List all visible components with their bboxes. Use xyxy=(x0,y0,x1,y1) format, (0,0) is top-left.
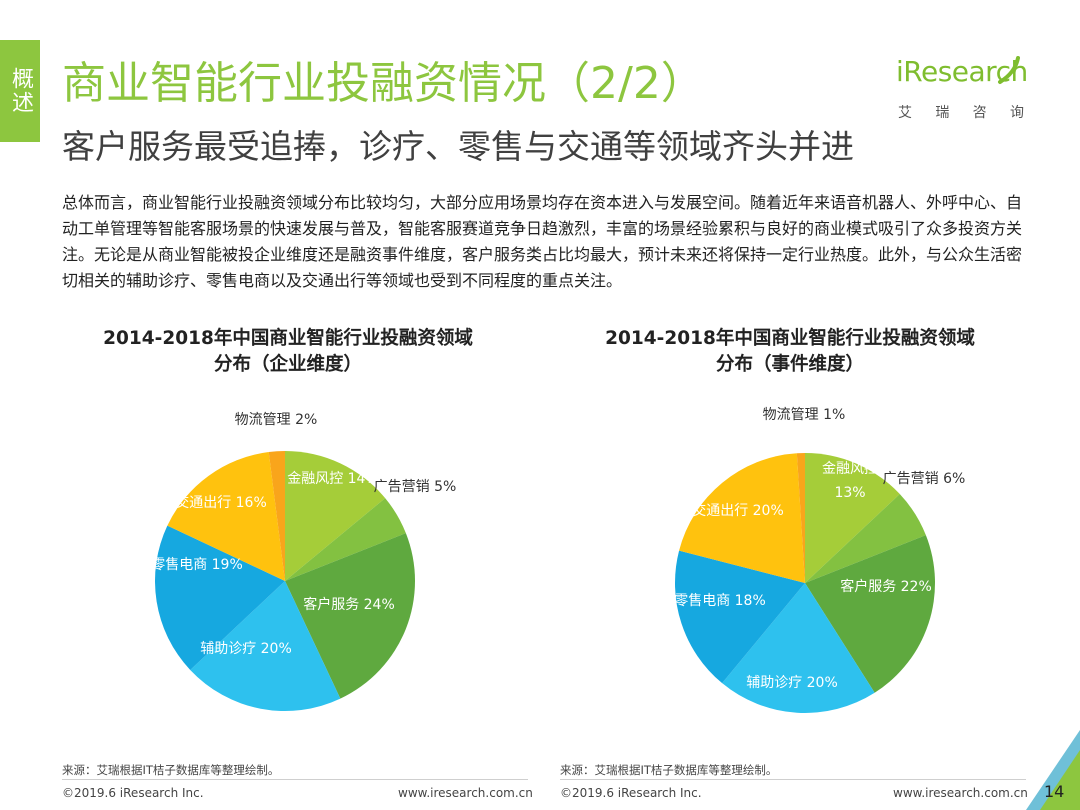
logo-char: 询 xyxy=(1009,105,1024,121)
pie-slice xyxy=(190,581,341,712)
pie-slice-label: 金融风控 14% xyxy=(287,471,379,487)
pie-chart-event: 金融风控 13% 广告营销 6% 客户服务 22% 辅助诊疗 20% 零售电商 18% 交通… xyxy=(674,407,966,714)
logo-char: 咨 xyxy=(972,105,987,121)
pie-slice xyxy=(805,494,926,583)
pie-slice xyxy=(805,453,900,583)
pie-slice-label: 辅助诊疗 20% xyxy=(200,641,292,657)
pie-slice-label: 交通出行 16% xyxy=(175,494,267,511)
intro-paragraph: 总体而言，商业智能行业投融资领域分布比较均匀，大部分应用场景均存在资本进入与发展… xyxy=(62,193,1023,290)
source-note-left: 来源：艾瑞根据IT桔子数据库等整理绘制。 xyxy=(62,763,280,777)
pie-slice-label: 广告营销 5% xyxy=(374,479,457,495)
page-number: 14 xyxy=(1044,782,1065,801)
logo-arc-icon xyxy=(998,56,1020,84)
pie-slice-label: 零售电商 18% xyxy=(674,593,766,609)
pie-slice-label: 金融风控 13% xyxy=(822,461,878,501)
pie-slice xyxy=(679,453,805,583)
pie-slice xyxy=(285,451,386,581)
logo-char: 瑞 xyxy=(935,105,950,121)
source-note-right: 来源：艾瑞根据IT桔子数据库等整理绘制。 xyxy=(560,763,778,777)
pie-slice xyxy=(285,533,416,699)
logo-char: 艾 xyxy=(898,105,912,121)
pie-slice-label: 交通出行 20% xyxy=(692,502,784,519)
pie-slice xyxy=(674,550,805,684)
pie-slice xyxy=(805,535,936,693)
pie-slice xyxy=(268,451,285,581)
iresearch-logo: iResearch 艾 瑞 咨 询 xyxy=(896,55,1028,124)
footer-copyright: ©2019.6 iResearch Inc. xyxy=(560,786,702,800)
pie-slice-label: 零售电商 19% xyxy=(151,557,243,573)
pie-slice-label: 客户服务 24% xyxy=(303,596,395,613)
chart-title-company: 2014-2018年中国商业智能行业投融资领域 分布（企业维度） xyxy=(68,326,508,378)
pie-slice-label: 辅助诊疗 20% xyxy=(746,675,838,691)
pie-slice-label: 客户服务 22% xyxy=(840,578,932,595)
section-tab-label: 概述 xyxy=(8,67,33,115)
logo-wordmark: iResearch xyxy=(896,55,1028,88)
pie-slice xyxy=(722,583,875,714)
chart-title-line: 2014-2018年中国商业智能行业投融资领域 xyxy=(605,328,975,349)
chart-title-line: 分布（事件维度） xyxy=(715,354,864,375)
footer-url: www.iresearch.com.cn xyxy=(893,786,1028,800)
section-tab: 概述 xyxy=(0,40,40,142)
footer-copyright: ©2019.6 iResearch Inc. xyxy=(62,786,204,800)
pie-slice-label: 物流管理 1% xyxy=(763,407,846,423)
logo-chinese: 艾 瑞 咨 询 xyxy=(898,102,1024,122)
pie-slice xyxy=(167,452,285,581)
footer-url: www.iresearch.com.cn xyxy=(398,786,533,800)
pie-chart-company: 金融风控 14%广告营销 5% 客户服务 24% 辅助诊疗 20% 零售电商 19% 交… xyxy=(151,412,457,712)
corner-decoration xyxy=(1026,730,1080,810)
page-subtitle: 客户服务最受追捧，诊疗、零售与交通等领域齐头并进 xyxy=(62,127,854,166)
chart-title-event: 2014-2018年中国商业智能行业投融资领域 分布（事件维度） xyxy=(570,326,1010,378)
chart-title-line: 分布（企业维度） xyxy=(213,354,362,375)
chart-title-line: 2014-2018年中国商业智能行业投融资领域 xyxy=(103,328,473,349)
footer-divider xyxy=(560,779,1026,780)
pie-slice-label: 广告营销 6% xyxy=(883,471,966,487)
footer-divider xyxy=(62,779,528,780)
pie-slice xyxy=(154,525,285,670)
pie-slice xyxy=(285,498,406,581)
pie-slice xyxy=(796,453,805,583)
pie-slice-label: 物流管理 2% xyxy=(235,412,318,428)
page-title: 商业智能行业投融资情况（2/2） xyxy=(62,58,705,109)
